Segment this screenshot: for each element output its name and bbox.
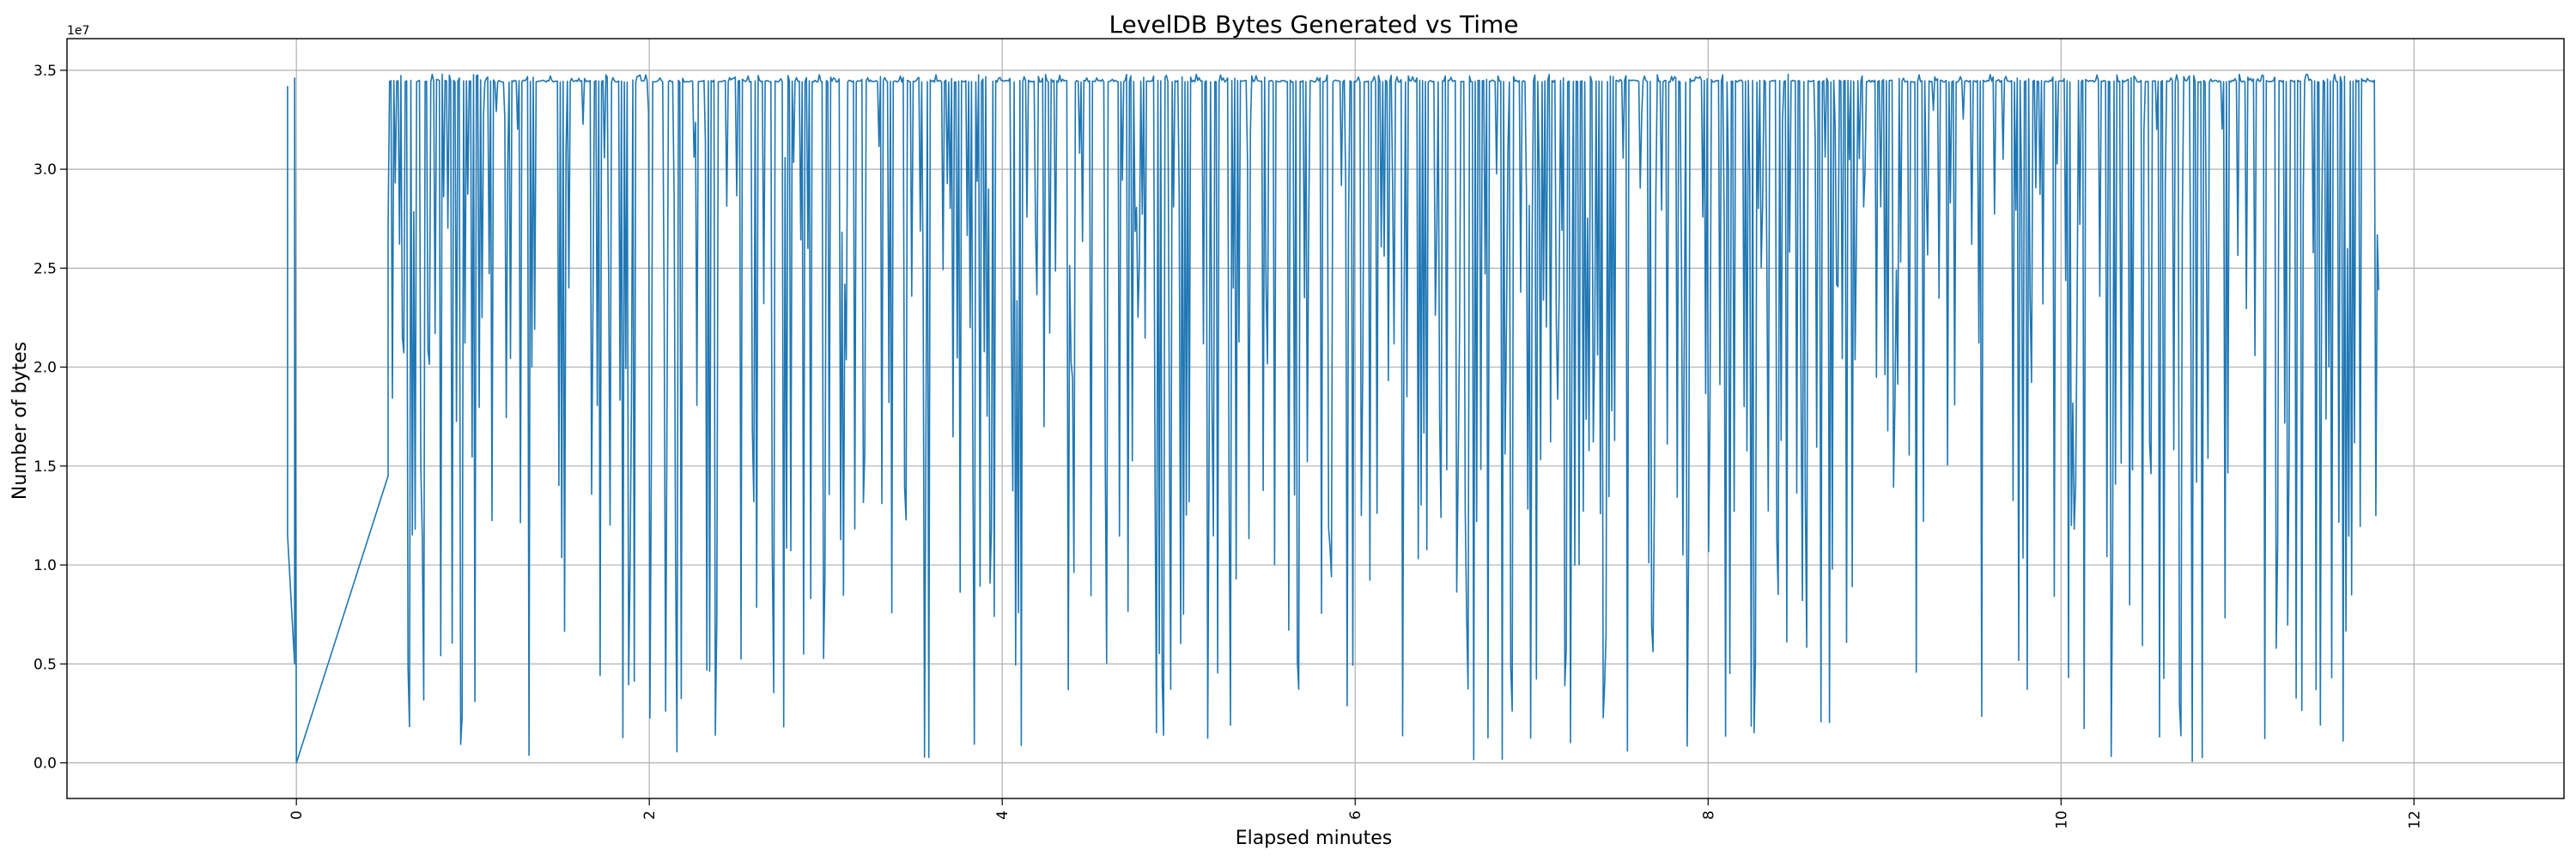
x-tick-label: 0 [289, 810, 306, 820]
y-tick-label: 3.0 [33, 161, 57, 179]
x-ticks: 0 2 4 6 8 10 12 [289, 798, 2423, 829]
chart-title: LevelDB Bytes Generated vs Time [1109, 10, 1518, 39]
y-axis-label: Number of bytes [9, 342, 31, 500]
y-tick-label: 1.5 [33, 458, 57, 476]
y-tick-label: 1.0 [33, 557, 57, 574]
x-axis-label: Elapsed minutes [1236, 828, 1392, 849]
x-tick-label: 12 [2406, 810, 2423, 829]
y-tick-label: 2.5 [33, 260, 57, 277]
series-line-bytes [287, 73, 2379, 764]
y-tick-label: 0.0 [33, 756, 57, 773]
x-tick-label: 6 [1347, 810, 1364, 820]
y-ticks: 0.0 0.5 1.0 1.5 2.0 2.5 3.0 3.5 [33, 63, 67, 773]
x-tick-label: 2 [641, 810, 659, 820]
plot-frame [66, 38, 2565, 799]
y-offset-label: 1e7 [67, 24, 89, 38]
series-layer [287, 73, 2379, 764]
x-tick-label: 8 [1700, 810, 1717, 820]
y-tick-label: 3.5 [33, 63, 57, 80]
grid-layer [67, 39, 2564, 798]
y-tick-label: 0.5 [33, 656, 57, 673]
x-tick-label: 4 [994, 810, 1012, 820]
x-tick-label: 10 [2053, 810, 2070, 829]
y-tick-label: 2.0 [33, 360, 57, 377]
